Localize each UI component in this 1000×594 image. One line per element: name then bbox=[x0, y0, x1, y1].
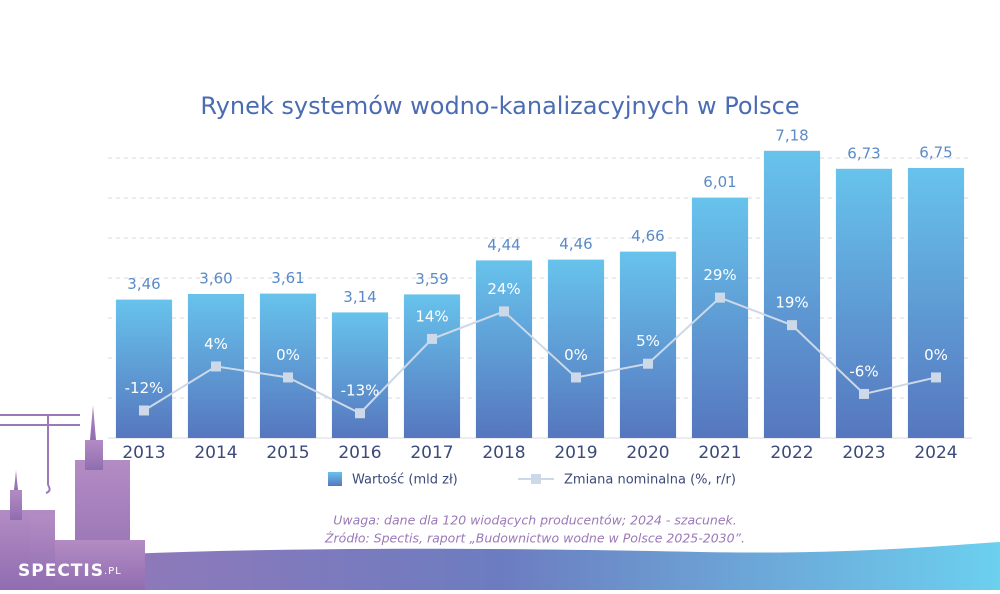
line-marker bbox=[787, 320, 797, 331]
line-marker bbox=[571, 372, 581, 383]
bar bbox=[691, 197, 749, 438]
bar bbox=[475, 260, 533, 438]
line-value-label: 24% bbox=[487, 280, 520, 298]
line-value-label: 0% bbox=[564, 346, 588, 364]
line-value-label: 0% bbox=[924, 346, 948, 364]
bar-value-label: 4,44 bbox=[487, 236, 520, 254]
line-value-label: 29% bbox=[703, 266, 736, 284]
bar bbox=[907, 168, 965, 438]
line-value-label: -13% bbox=[341, 382, 380, 400]
bar-value-label: 3,59 bbox=[415, 270, 448, 288]
line-marker bbox=[499, 306, 509, 317]
line-marker bbox=[859, 388, 869, 399]
x-tick-label: 2017 bbox=[410, 443, 453, 463]
line-value-label: 0% bbox=[276, 346, 300, 364]
x-tick-label: 2013 bbox=[122, 443, 165, 463]
line-marker bbox=[427, 333, 437, 344]
line-value-label: -12% bbox=[125, 379, 164, 397]
line-marker bbox=[139, 405, 149, 416]
bar-value-label: 3,61 bbox=[271, 269, 304, 287]
x-tick-label: 2022 bbox=[770, 443, 813, 463]
x-tick-label: 2016 bbox=[338, 443, 381, 463]
line-marker bbox=[643, 358, 653, 369]
line-marker bbox=[283, 372, 293, 383]
footer-band bbox=[0, 542, 1000, 590]
x-tick-label: 2023 bbox=[842, 443, 885, 463]
line-marker bbox=[715, 292, 725, 303]
bar bbox=[115, 299, 173, 438]
legend-swatch bbox=[531, 474, 541, 484]
bar bbox=[619, 251, 677, 438]
bar-value-label: 3,14 bbox=[343, 288, 376, 306]
bar-value-label: 6,73 bbox=[847, 144, 880, 162]
bar-value-label: 4,46 bbox=[559, 235, 592, 253]
brand-logo: SPECTIS.PL bbox=[18, 561, 122, 581]
note: Źródło: Spectis, raport „Budownictwo wod… bbox=[324, 531, 745, 546]
line-value-label: 4% bbox=[204, 335, 228, 353]
x-tick-label: 2020 bbox=[626, 443, 669, 463]
bar-value-label: 4,66 bbox=[631, 227, 664, 245]
x-tick-label: 2015 bbox=[266, 443, 309, 463]
note: Uwaga: dane dla 120 wiodących producentó… bbox=[333, 513, 737, 528]
chart-title: Rynek systemów wodno-kanalizacyjnych w P… bbox=[200, 92, 799, 120]
line-value-label: 5% bbox=[636, 332, 660, 350]
bar bbox=[259, 293, 317, 438]
x-tick-label: 2019 bbox=[554, 443, 597, 463]
line-marker bbox=[355, 408, 365, 419]
line-value-label: 19% bbox=[775, 294, 808, 312]
bar-value-label: 7,18 bbox=[775, 126, 808, 144]
crane bbox=[0, 414, 80, 494]
legend-swatch bbox=[328, 472, 342, 486]
line-marker bbox=[931, 372, 941, 383]
legend-label: Zmiana nominalna (%, r/r) bbox=[564, 473, 736, 488]
bar-value-label: 3,60 bbox=[199, 270, 232, 288]
bar bbox=[403, 294, 461, 438]
bar bbox=[331, 312, 389, 438]
bar-value-label: 3,46 bbox=[127, 275, 160, 293]
skyline bbox=[0, 405, 145, 590]
line-value-label: -6% bbox=[849, 362, 878, 380]
x-tick-label: 2021 bbox=[698, 443, 741, 463]
bar-value-label: 6,75 bbox=[919, 144, 952, 162]
brand-name: SPECTIS bbox=[18, 561, 104, 581]
x-tick-label: 2024 bbox=[914, 443, 957, 463]
x-tick-label: 2018 bbox=[482, 443, 525, 463]
legend-label: Wartość (mld zł) bbox=[352, 473, 458, 488]
bar bbox=[763, 150, 821, 439]
line bbox=[143, 296, 937, 415]
line-marker bbox=[211, 361, 221, 372]
brand-suffix: .PL bbox=[104, 566, 122, 577]
x-tick-label: 2014 bbox=[194, 443, 237, 463]
line-value-label: 14% bbox=[415, 307, 448, 325]
bar bbox=[547, 259, 605, 438]
bar-value-label: 6,01 bbox=[703, 173, 736, 191]
